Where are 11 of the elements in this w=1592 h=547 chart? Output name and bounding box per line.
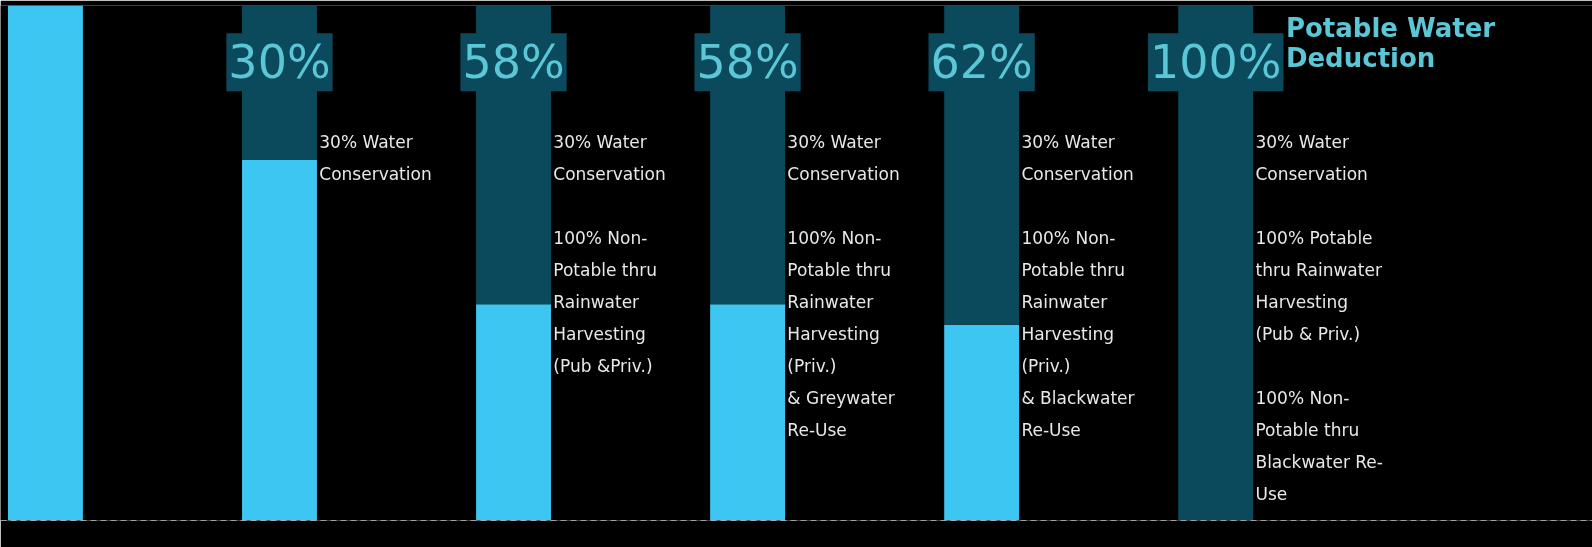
data-label: 58% <box>696 35 799 90</box>
text: 30% Water Conservation 100% Non- Potable thru Rainwater Harvesting (Pub &Priv.) <box>553 131 666 376</box>
text: 30% Water Conservation 100% Non- Potable thru Rainwater Harvesting (Priv.) & Blackwater Re-Use <box>1021 131 1135 440</box>
data-label: 62% <box>930 35 1033 90</box>
data-label: 30% <box>228 35 331 90</box>
text: 30% Water Conservation 100% Potable thru Rainwater Harvesting (Pub & Priv.) 100% Non- Potable thru Blackwater Re- Use <box>1255 131 1383 504</box>
annotation: 30% Water Conservation <box>319 131 432 184</box>
text: 30% Water Conservation 100% Non- Potable thru Rainwater Harvesting (Priv.) & Greywater Re-Use <box>787 131 900 440</box>
data-label: 100% <box>1149 35 1282 90</box>
annotation: Potable Water Deduction <box>1285 13 1496 74</box>
data-label: 58% <box>462 35 565 90</box>
